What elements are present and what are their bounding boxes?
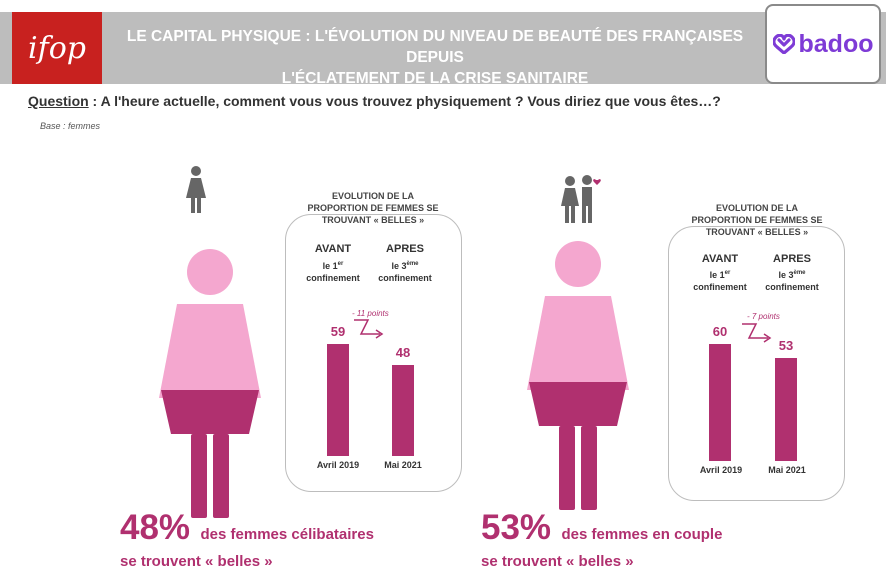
- column-sub-after-left: le 3ème confinement: [378, 261, 432, 283]
- headline-text-couple-2: se trouvent « belles »: [481, 553, 634, 570]
- couple-icon: [561, 175, 601, 223]
- headline-pct-couple: 53%: [481, 508, 552, 547]
- arrow-icon-right: [742, 323, 772, 343]
- column-sub-after-right: le 3ème confinement: [765, 270, 819, 292]
- column-sub-before-right: le 1er confinement: [693, 270, 747, 292]
- badoo-logo: badoo: [765, 4, 881, 84]
- headline-couple: 53% des femmes en couple: [481, 508, 722, 548]
- data-label-left-2019: 59: [330, 323, 346, 339]
- data-label-left-2021: 48: [395, 344, 411, 360]
- headline-text-single-2: se trouvent « belles »: [120, 553, 273, 570]
- bar-right-2019: [709, 344, 731, 461]
- question-text: Question : A l'heure actuelle, comment v…: [28, 93, 721, 109]
- base-note: Base : femmes: [40, 121, 101, 131]
- chart-panel-left: [285, 214, 462, 492]
- column-header-after-right: APRES: [773, 253, 811, 265]
- column-sub-before-left: le 1er confinement: [306, 261, 360, 283]
- chart-title-left: EVOLUTION DE LA PROPORTION DE FEMMES SE …: [307, 191, 439, 225]
- headline-single: 48% des femmes célibataires: [120, 508, 374, 548]
- heart-icon: [772, 34, 795, 54]
- difference-label-left: - 11 points: [352, 309, 389, 318]
- ifop-logo: ifop: [12, 12, 102, 84]
- page-title: LE CAPITAL PHYSIQUE : L'ÉVOLUTION DU NIV…: [126, 28, 744, 87]
- x-label-left-2019: Avril 2019: [316, 460, 360, 470]
- column-header-before-left: AVANT: [314, 243, 352, 255]
- data-label-right-2021: 53: [778, 337, 794, 353]
- woman-icon: [186, 166, 206, 213]
- woman-figure-couple: [527, 241, 629, 510]
- x-label-left-2021: Mai 2021: [384, 460, 422, 470]
- arrow-icon-left: [354, 319, 384, 339]
- chart-title-right: EVOLUTION DE LA PROPORTION DE FEMMES SE …: [691, 203, 823, 237]
- bar-right-2021: [775, 357, 797, 461]
- difference-label-right: - 7 points: [747, 312, 780, 321]
- headline-text-couple-1: des femmes en couple: [561, 526, 723, 543]
- x-label-right-2019: Avril 2019: [699, 465, 743, 475]
- data-label-right-2019: 60: [712, 324, 728, 339]
- x-label-right-2021: Mai 2021: [768, 465, 806, 475]
- column-header-before-right: AVANT: [701, 253, 739, 265]
- chart-panel-right: [668, 226, 845, 501]
- woman-figure-single: [159, 249, 261, 518]
- bar-left-2021: [392, 364, 414, 456]
- headline-text-single-1: des femmes célibataires: [200, 526, 374, 543]
- badoo-wordmark: badoo: [798, 29, 874, 58]
- header-bar: [0, 12, 886, 84]
- headline-pct-single: 48%: [120, 508, 191, 547]
- column-header-after-left: APRES: [386, 243, 424, 255]
- bar-left-2019: [327, 343, 349, 456]
